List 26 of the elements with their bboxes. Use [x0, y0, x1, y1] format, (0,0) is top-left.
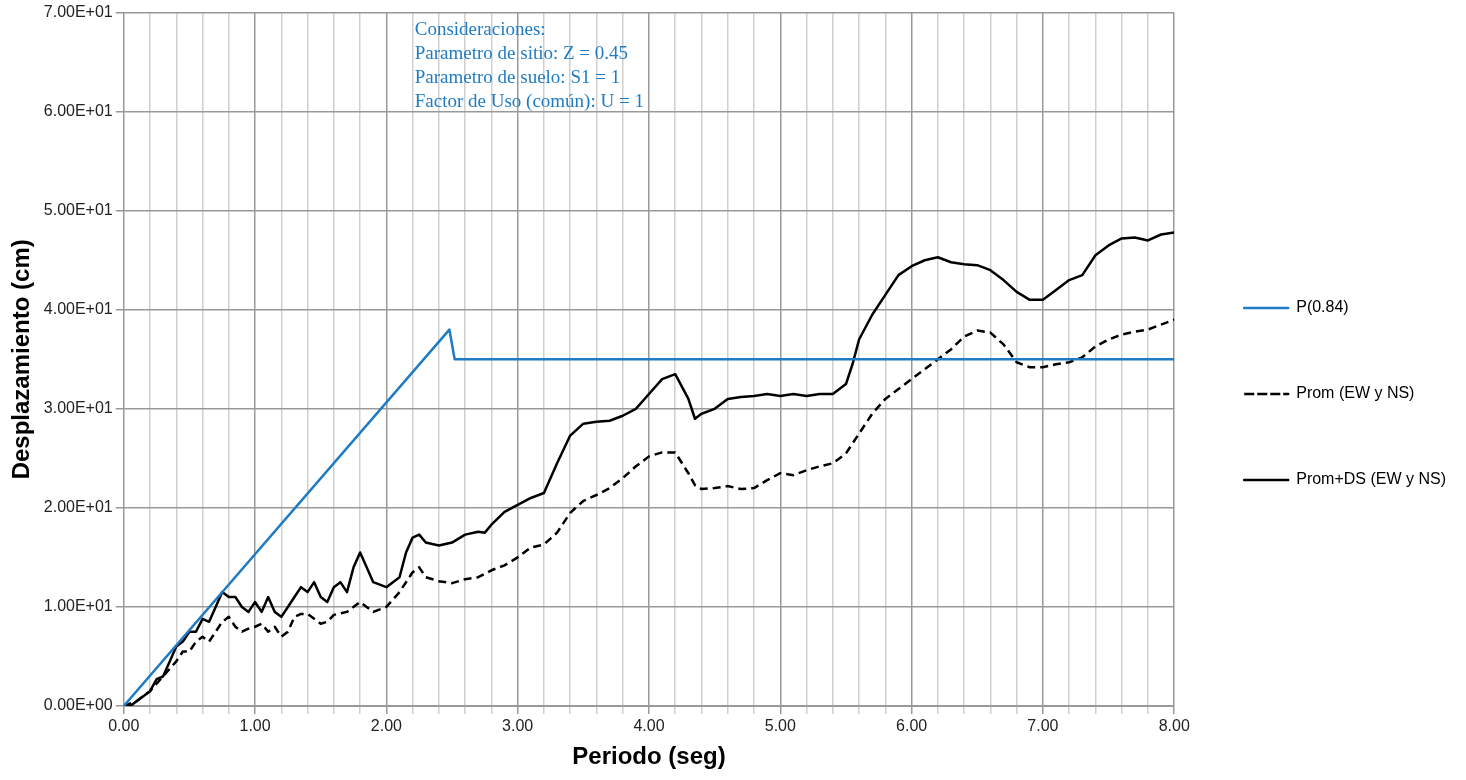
y-tick-label: 3.00E+01: [43, 399, 113, 417]
x-tick-label: 6.00: [896, 717, 928, 735]
y-tick-label: 6.00E+01: [43, 102, 113, 120]
y-tick-label: 5.00E+01: [43, 201, 113, 219]
y-tick-label: 2.00E+01: [43, 498, 113, 516]
x-axis-title: Periodo (seg): [572, 742, 726, 770]
x-tick-label: 2.00: [370, 717, 403, 735]
x-tick-label: 0.00: [108, 717, 140, 735]
legend-label: Prom+DS (EW y NS): [1296, 470, 1447, 488]
x-tick-label: 4.00: [633, 717, 665, 735]
annotation: Consideraciones:: [414, 18, 546, 40]
annotation: Factor de Uso (común): U = 1: [414, 90, 644, 113]
annotation: Parametro de suelo: S1 = 1: [414, 66, 621, 88]
x-tick-label: 3.00: [502, 717, 534, 735]
y-tick-label: 7.00E+01: [43, 3, 113, 21]
y-axis-title: Desplazamiento (cm): [7, 239, 35, 480]
x-tick-label: 1.00: [239, 717, 271, 735]
legend-label: P(0.84): [1296, 298, 1349, 316]
x-tick-label: 8.00: [1158, 717, 1190, 735]
y-tick-label: 1.00E+01: [43, 597, 113, 615]
x-tick-label: 5.00: [764, 717, 796, 735]
legend-label: Prom (EW y NS): [1296, 384, 1415, 402]
y-tick-label: 0.00E+00: [43, 696, 113, 714]
x-tick-label: 7.00: [1027, 717, 1059, 735]
annotation: Parametro de sitio: Z = 0.45: [414, 42, 629, 64]
y-tick-label: 4.00E+01: [43, 300, 113, 318]
